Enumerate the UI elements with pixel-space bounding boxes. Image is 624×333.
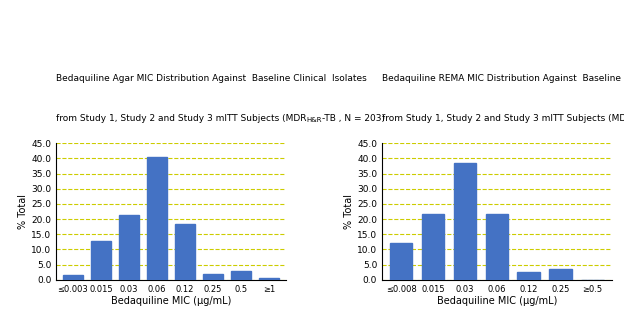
Bar [147,157,167,280]
Y-axis label: % Total: % Total [18,194,29,229]
Bar [231,271,251,280]
Bar [63,275,83,280]
Bar [91,241,110,280]
Bar [549,269,572,280]
Y-axis label: % Total: % Total [344,194,354,229]
Bar [175,223,195,280]
Bar [119,215,139,280]
Text: from Study 1, Study 2 and Study 3 mITT Subjects (MDR: from Study 1, Study 2 and Study 3 mITT S… [56,114,306,123]
X-axis label: Bedaquiline MIC (µg/mL): Bedaquiline MIC (µg/mL) [437,296,557,306]
Text: Bedaquiline Agar MIC Distribution Against  Baseline Clinical  Isolates: Bedaquiline Agar MIC Distribution Agains… [56,74,367,83]
Bar [203,274,223,280]
Text: H&R: H&R [306,117,322,123]
Text: -TB , N = 203): -TB , N = 203) [322,114,385,123]
Text: Bedaquiline REMA MIC Distribution Against  Baseline Clinical  Isolates: Bedaquiline REMA MIC Distribution Agains… [382,74,624,83]
Bar [485,213,508,280]
X-axis label: Bedaquiline MIC (µg/mL): Bedaquiline MIC (µg/mL) [110,296,231,306]
Bar [259,278,279,280]
Bar [517,272,540,280]
Bar [422,214,444,280]
Text: from Study 1, Study 2 and Study 3 mITT Subjects (MDR: from Study 1, Study 2 and Study 3 mITT S… [382,114,624,123]
Bar [454,163,476,280]
Bar [390,243,412,280]
